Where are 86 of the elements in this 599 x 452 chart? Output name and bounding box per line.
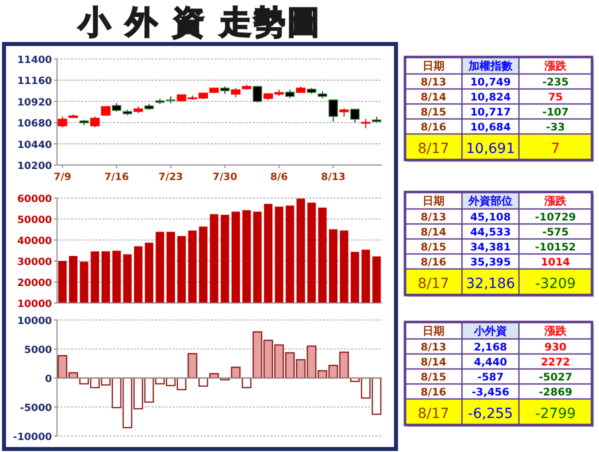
- text: -2869: [538, 386, 572, 398]
- candlestick: [328, 99, 338, 122]
- text: 10,824: [470, 92, 511, 104]
- text: -3,456: [472, 386, 510, 398]
- text: 漲跌: [544, 60, 568, 72]
- text: -33: [546, 122, 565, 134]
- y-tick-label: 10920: [17, 97, 52, 108]
- text: 35,395: [470, 256, 511, 268]
- candlestick: [101, 106, 110, 116]
- text: 8/15: [420, 372, 446, 384]
- text: 34,381: [470, 242, 511, 254]
- text: 2,168: [474, 342, 508, 354]
- y-tick-label: 10000: [17, 316, 52, 327]
- text: 加權指數: [468, 60, 514, 72]
- text: 8/16: [420, 386, 446, 398]
- y-tick-label: 30000: [17, 257, 52, 268]
- text: -2799: [535, 406, 576, 422]
- x-tick-label: 7/16: [104, 172, 129, 183]
- text: 10,717: [470, 106, 511, 118]
- text: 10,684: [470, 122, 511, 134]
- text: 8/13: [420, 342, 446, 354]
- text: -5027: [538, 372, 572, 384]
- text: 7: [551, 141, 560, 157]
- text: 10,749: [470, 76, 511, 88]
- text: 8/14: [420, 92, 446, 104]
- chart-title: 小 外 資 走勢圖: [77, 3, 322, 41]
- text: 45,108: [470, 212, 511, 224]
- y-tick-label: 50000: [17, 215, 52, 226]
- text: 8/15: [420, 106, 446, 118]
- text: -107: [542, 106, 569, 118]
- text: 日期: [422, 324, 444, 338]
- text: 小外資: [473, 324, 507, 338]
- text: -10729: [535, 212, 576, 224]
- text: -235: [542, 76, 569, 88]
- x-tick-label: 7/23: [158, 172, 184, 183]
- y-tick-label: 10000: [17, 299, 52, 310]
- text: -3209: [535, 276, 576, 292]
- text: 8/14: [420, 226, 446, 238]
- text: -575: [542, 226, 569, 238]
- text: 930: [544, 342, 566, 354]
- candlestick: [231, 88, 240, 98]
- x-tick-label: 7/9: [54, 172, 72, 183]
- text: 44,533: [470, 226, 511, 238]
- text: 日期: [422, 194, 444, 208]
- text: 8/14: [420, 356, 446, 368]
- x-tick-label: 8/13: [320, 172, 346, 183]
- bar: [188, 353, 198, 379]
- y-tick-label: 10680: [17, 118, 52, 130]
- text: 8/15: [420, 242, 446, 254]
- y-tick-label: 10200: [17, 161, 52, 172]
- x-tick-label: 8/6: [270, 172, 288, 183]
- text: 4,440: [474, 356, 508, 368]
- text: 8/16: [420, 122, 446, 134]
- candlestick: [90, 116, 100, 128]
- y-tick-label: 40000: [17, 236, 52, 247]
- text: -587: [477, 372, 504, 384]
- x-tick-label: 7/30: [212, 172, 238, 183]
- y-tick-label: 5000: [24, 345, 52, 356]
- y-tick-label: -10000: [13, 432, 52, 443]
- text: 8/16: [420, 256, 446, 268]
- text: 8/17: [418, 141, 450, 157]
- text: -10152: [535, 242, 576, 254]
- y-tick-label: -5000: [20, 403, 52, 414]
- y-tick-label: 60000: [17, 194, 52, 205]
- text: 10,691: [466, 141, 515, 157]
- text: 1014: [540, 256, 570, 268]
- text: 漲跌: [544, 194, 568, 208]
- bar: [230, 366, 241, 379]
- text: 32,186: [466, 276, 516, 292]
- text: 外資部位: [468, 194, 512, 208]
- text: 日期: [422, 60, 444, 72]
- text: 75: [548, 92, 563, 104]
- y-tick-label: 11160: [17, 76, 52, 88]
- candlestick: [350, 108, 360, 124]
- text: -6,255: [468, 406, 514, 422]
- text: 8/17: [418, 406, 450, 422]
- candlestick: [252, 85, 262, 103]
- y-tick-label: 10440: [17, 140, 52, 151]
- text: 8/17: [418, 276, 450, 292]
- y-tick-label: 11400: [17, 55, 52, 66]
- y-tick-label: 0: [45, 374, 52, 385]
- text: 漲跌: [544, 324, 568, 338]
- text: 2272: [540, 356, 570, 368]
- y-tick-label: 20000: [17, 278, 52, 289]
- text: 8/13: [420, 76, 446, 88]
- text: 8/13: [420, 212, 446, 224]
